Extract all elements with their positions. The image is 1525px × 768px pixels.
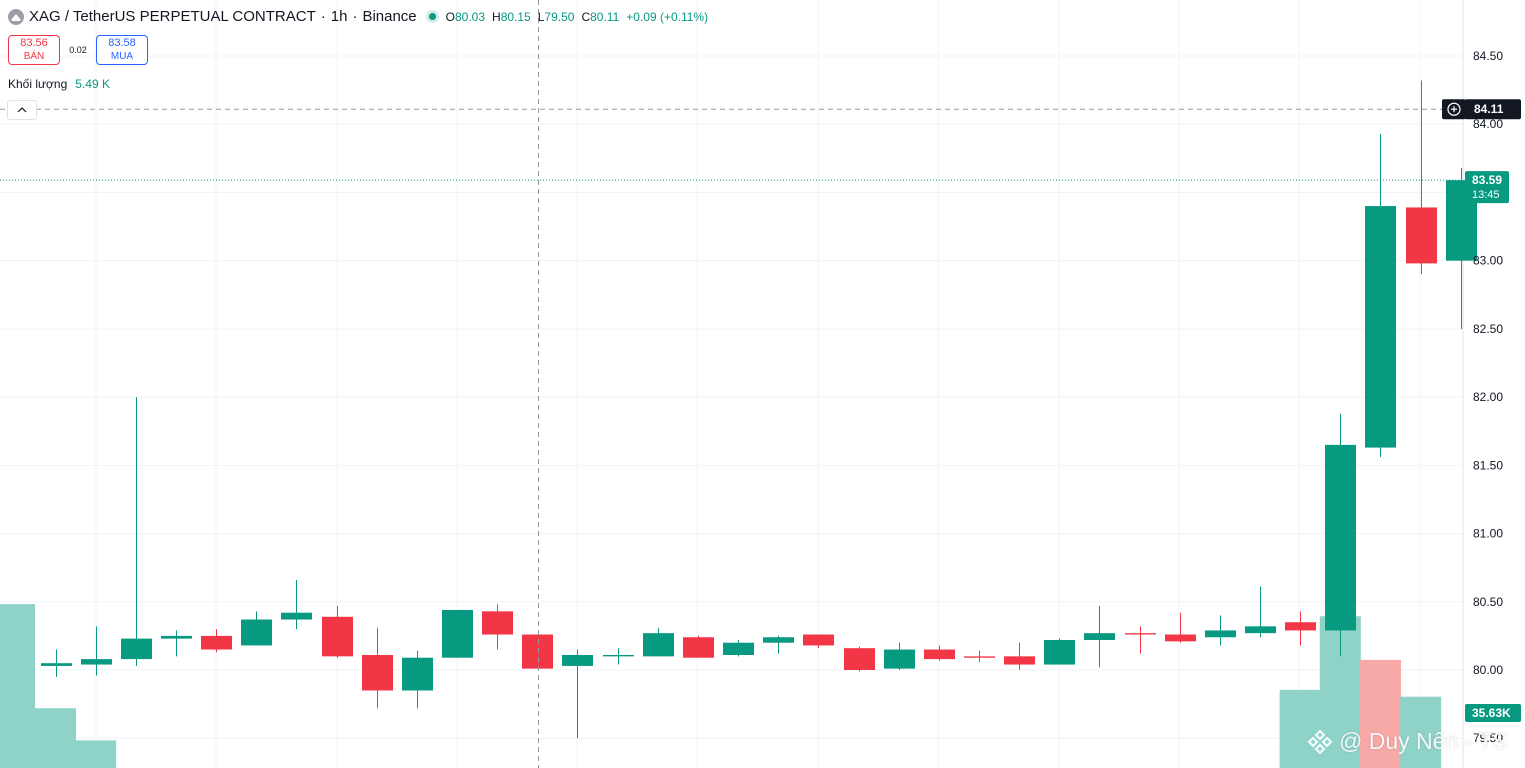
low-value: 79.50 [544,9,575,24]
candle-body [201,635,232,650]
candle-body [281,612,312,620]
candle-body [241,619,272,646]
separator: · [352,8,358,25]
collapse-legend-button[interactable] [7,100,37,120]
volume-label: Khối lượng [8,77,68,91]
sell-price: 83.56 [20,37,48,49]
price-tick-label: 80.00 [1473,663,1503,677]
candle-body [603,654,634,657]
candle-body [1084,633,1115,640]
candle-body [81,659,112,665]
ohlc-values: O80.03 H80.15 L79.50 C80.11 +0.09 (+0.11… [445,9,709,24]
price-tick-label: 79.50 [1473,731,1503,745]
sell-label: BÁN [23,51,45,62]
high-value: 80.15 [500,9,531,24]
candle-body [924,649,955,660]
candle-body [1044,639,1075,665]
symbol-legend: XAG / TetherUS PERPETUAL CONTRACT · 1h ·… [8,8,708,25]
volume-bar [0,604,35,768]
price-tick-label: 84.00 [1473,117,1503,131]
volume-bar [1359,659,1401,768]
crosshair-price-label: 84.11 [1474,102,1504,116]
candle-body [884,649,915,669]
buy-label: MUA [110,51,134,62]
candle-body [1365,206,1396,448]
candle-body [562,654,593,666]
candlesticks [41,80,1477,739]
candle-body [362,654,393,691]
watermark: @ Duy Nến - TS [1307,728,1508,755]
price-tick-label: 80.50 [1473,595,1503,609]
spread-value: 0.02 [69,45,87,55]
candle-body [964,656,995,658]
binance-logo-icon [1307,729,1333,754]
volume-value: 5.49 K [75,77,110,91]
candle-body [1205,630,1236,638]
volume-axis-label: 35.63K [1472,706,1511,720]
price-tick-label: 81.50 [1473,458,1503,472]
interval[interactable]: 1h [330,8,348,25]
watermark-text: @ Duy Nến - TS [1339,728,1508,754]
volume-legend: Khối lượng 5.49 K [8,77,110,91]
price-tick-label: 83.00 [1473,254,1503,268]
candle-body [763,637,794,643]
exchange[interactable]: Binance [362,8,417,25]
last-price-label-bg [1465,171,1509,204]
crosshair-price-label-bg [1465,99,1521,120]
volume-bar [75,740,117,768]
price-tick-label: 82.50 [1473,322,1503,336]
price-tick-label: 84.50 [1473,49,1503,63]
sell-button[interactable]: 83.56 BÁN [8,35,60,65]
candle-body [1245,626,1276,634]
candle-body [1285,622,1316,631]
volume-bar [1400,696,1442,768]
price-axis[interactable]: 84.11 83.59 13:45 84.50 84.00 83.00 82.50 82.00… [1442,49,1521,745]
candle-body [121,638,152,660]
candle-body [1165,634,1196,642]
price-tick-label: 81.00 [1473,527,1503,541]
candle-body [1406,207,1437,264]
buy-price: 83.58 [108,37,136,49]
candle-body [844,648,875,670]
buy-button[interactable]: 83.58 MUA [96,35,148,65]
candle-body [161,635,192,639]
candle-body [1125,633,1156,635]
symbol-name[interactable]: XAG / TetherUS PERPETUAL CONTRACT [29,8,316,25]
candle-body [402,657,433,691]
candle-body [1325,444,1356,631]
separator: · [320,8,326,25]
close-value: 80.11 [590,9,620,24]
chevron-up-icon [17,107,27,113]
market-status-dot [428,13,436,20]
candle-body [41,663,72,666]
plus-circle-icon [1447,102,1461,116]
volume-label-bg [1465,704,1521,722]
volume-bars [0,604,1442,768]
open-value: 80.03 [455,9,486,24]
last-price-label: 83.59 [1472,173,1502,187]
candle-body [482,611,513,635]
change-value: +0.09 (+0.11%) [626,9,709,24]
trade-panel: 83.56 BÁN 0.02 83.58 MUA [8,35,148,65]
silver-coin-icon [8,8,24,25]
countdown-label: 13:45 [1472,189,1500,201]
candle-body [723,642,754,655]
volume-bar [1279,689,1321,768]
chart-overlays [0,0,1463,768]
candle-body [1004,656,1035,665]
candle-body [683,637,714,658]
candle-body [643,633,674,657]
candle-body [803,634,834,646]
candle-body [322,616,353,657]
candle-body [522,634,553,669]
price-tick-label: 82.00 [1473,390,1503,404]
candle-body [442,609,473,658]
volume-bar [35,708,76,768]
